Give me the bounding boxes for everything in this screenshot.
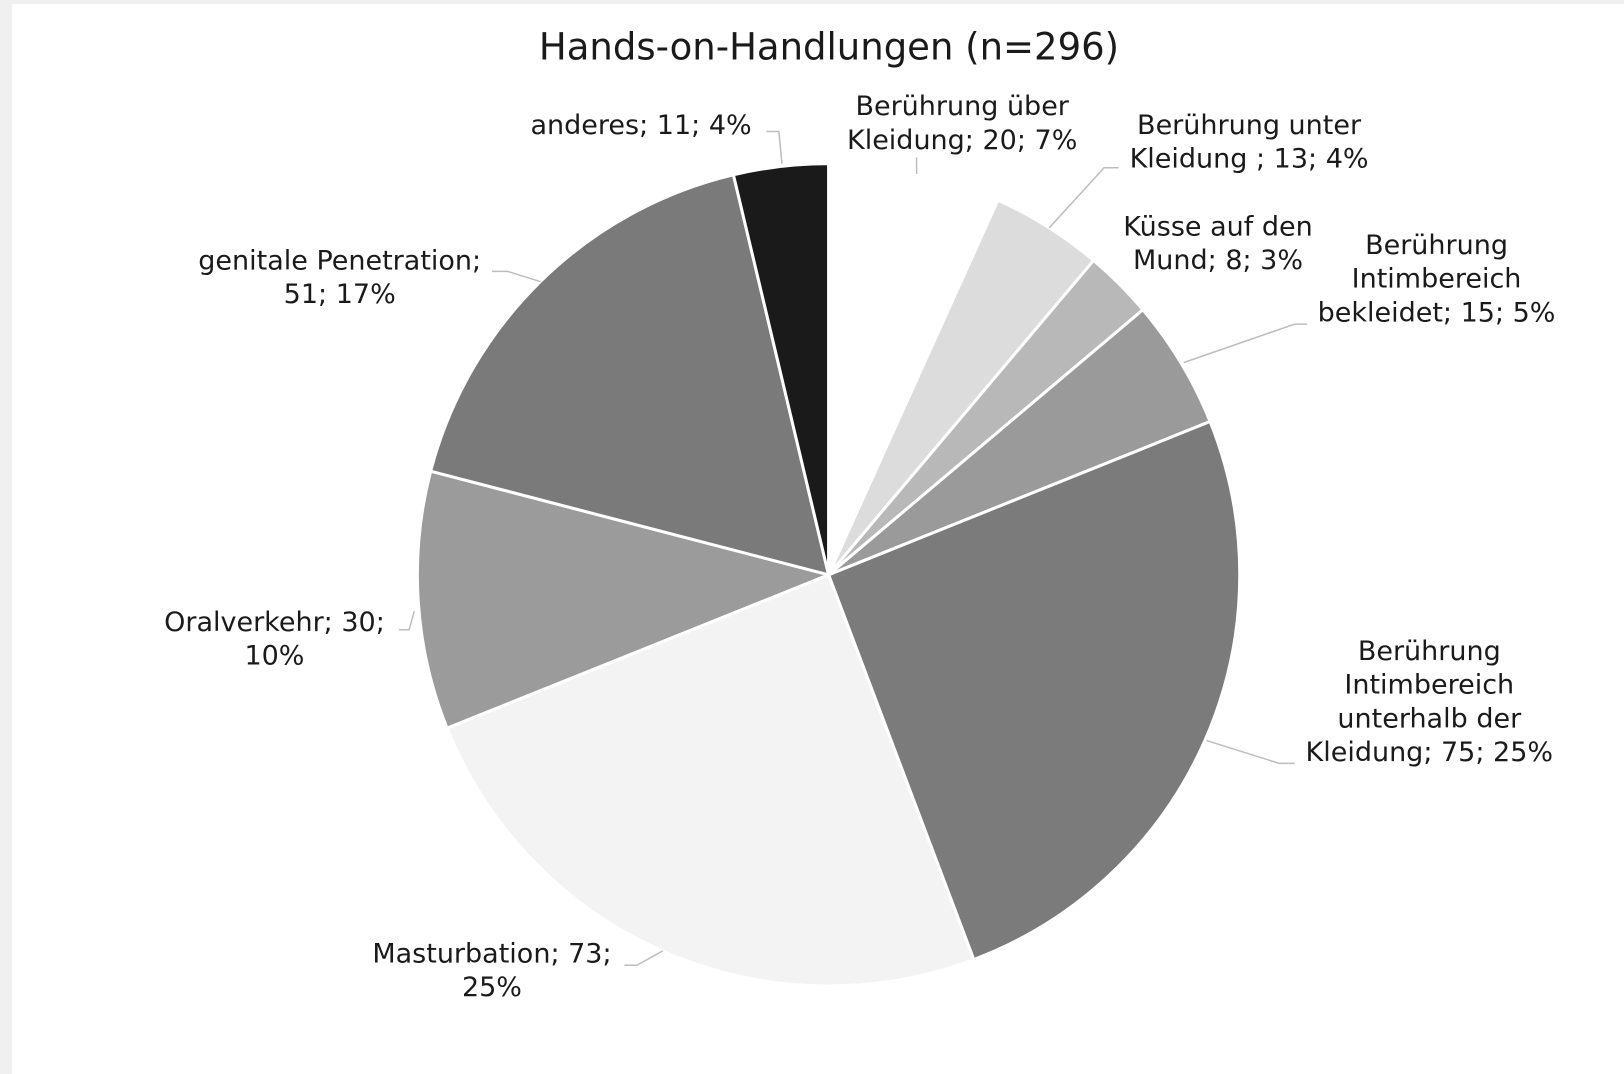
leader-line — [1183, 323, 1308, 364]
leader-line — [491, 270, 541, 283]
data-label: Küsse auf den — [1123, 211, 1312, 242]
pie-slice — [826, 419, 1242, 962]
data-label: bekleidet; 15; 5% — [1318, 297, 1556, 328]
data-label: Intimbereich — [1352, 264, 1522, 295]
data-label: Kleidung; 20; 7% — [847, 125, 1077, 156]
data-label: genitale Penetration; — [198, 246, 481, 277]
data-label: 25% — [462, 972, 522, 1003]
chart-title: Hands-on-Handlungen (n=296) — [539, 26, 1119, 69]
leader-line — [766, 130, 783, 164]
data-label: Berührung über — [855, 91, 1069, 122]
data-label: Mund; 8; 3% — [1133, 245, 1303, 276]
data-label: Kleidung ; 13; 4% — [1130, 144, 1369, 175]
data-label: Masturbation; 73; — [372, 938, 611, 969]
pie-slice — [731, 162, 831, 576]
data-label: 51; 17% — [284, 279, 396, 310]
data-label: Berührung — [1358, 636, 1501, 667]
pie-slice — [827, 162, 1000, 576]
leader-line — [1048, 167, 1119, 229]
data-label: Berührung — [1365, 230, 1508, 261]
data-label: Kleidung; 75; 25% — [1306, 737, 1554, 768]
data-label: Intimbereich — [1344, 670, 1514, 701]
leader-line — [1206, 739, 1295, 765]
data-label: Berührung unter — [1137, 110, 1362, 141]
pie-slice — [415, 469, 834, 731]
pie-slice — [445, 572, 976, 988]
leader-line — [398, 610, 416, 631]
data-label: anderes; 11; 4% — [531, 110, 752, 141]
data-label: Oralverkehr; 30; — [164, 607, 385, 638]
leader-line — [624, 950, 664, 967]
data-label: unterhalb der — [1337, 703, 1522, 734]
pie-slice — [428, 172, 831, 577]
data-label: 10% — [244, 641, 304, 672]
